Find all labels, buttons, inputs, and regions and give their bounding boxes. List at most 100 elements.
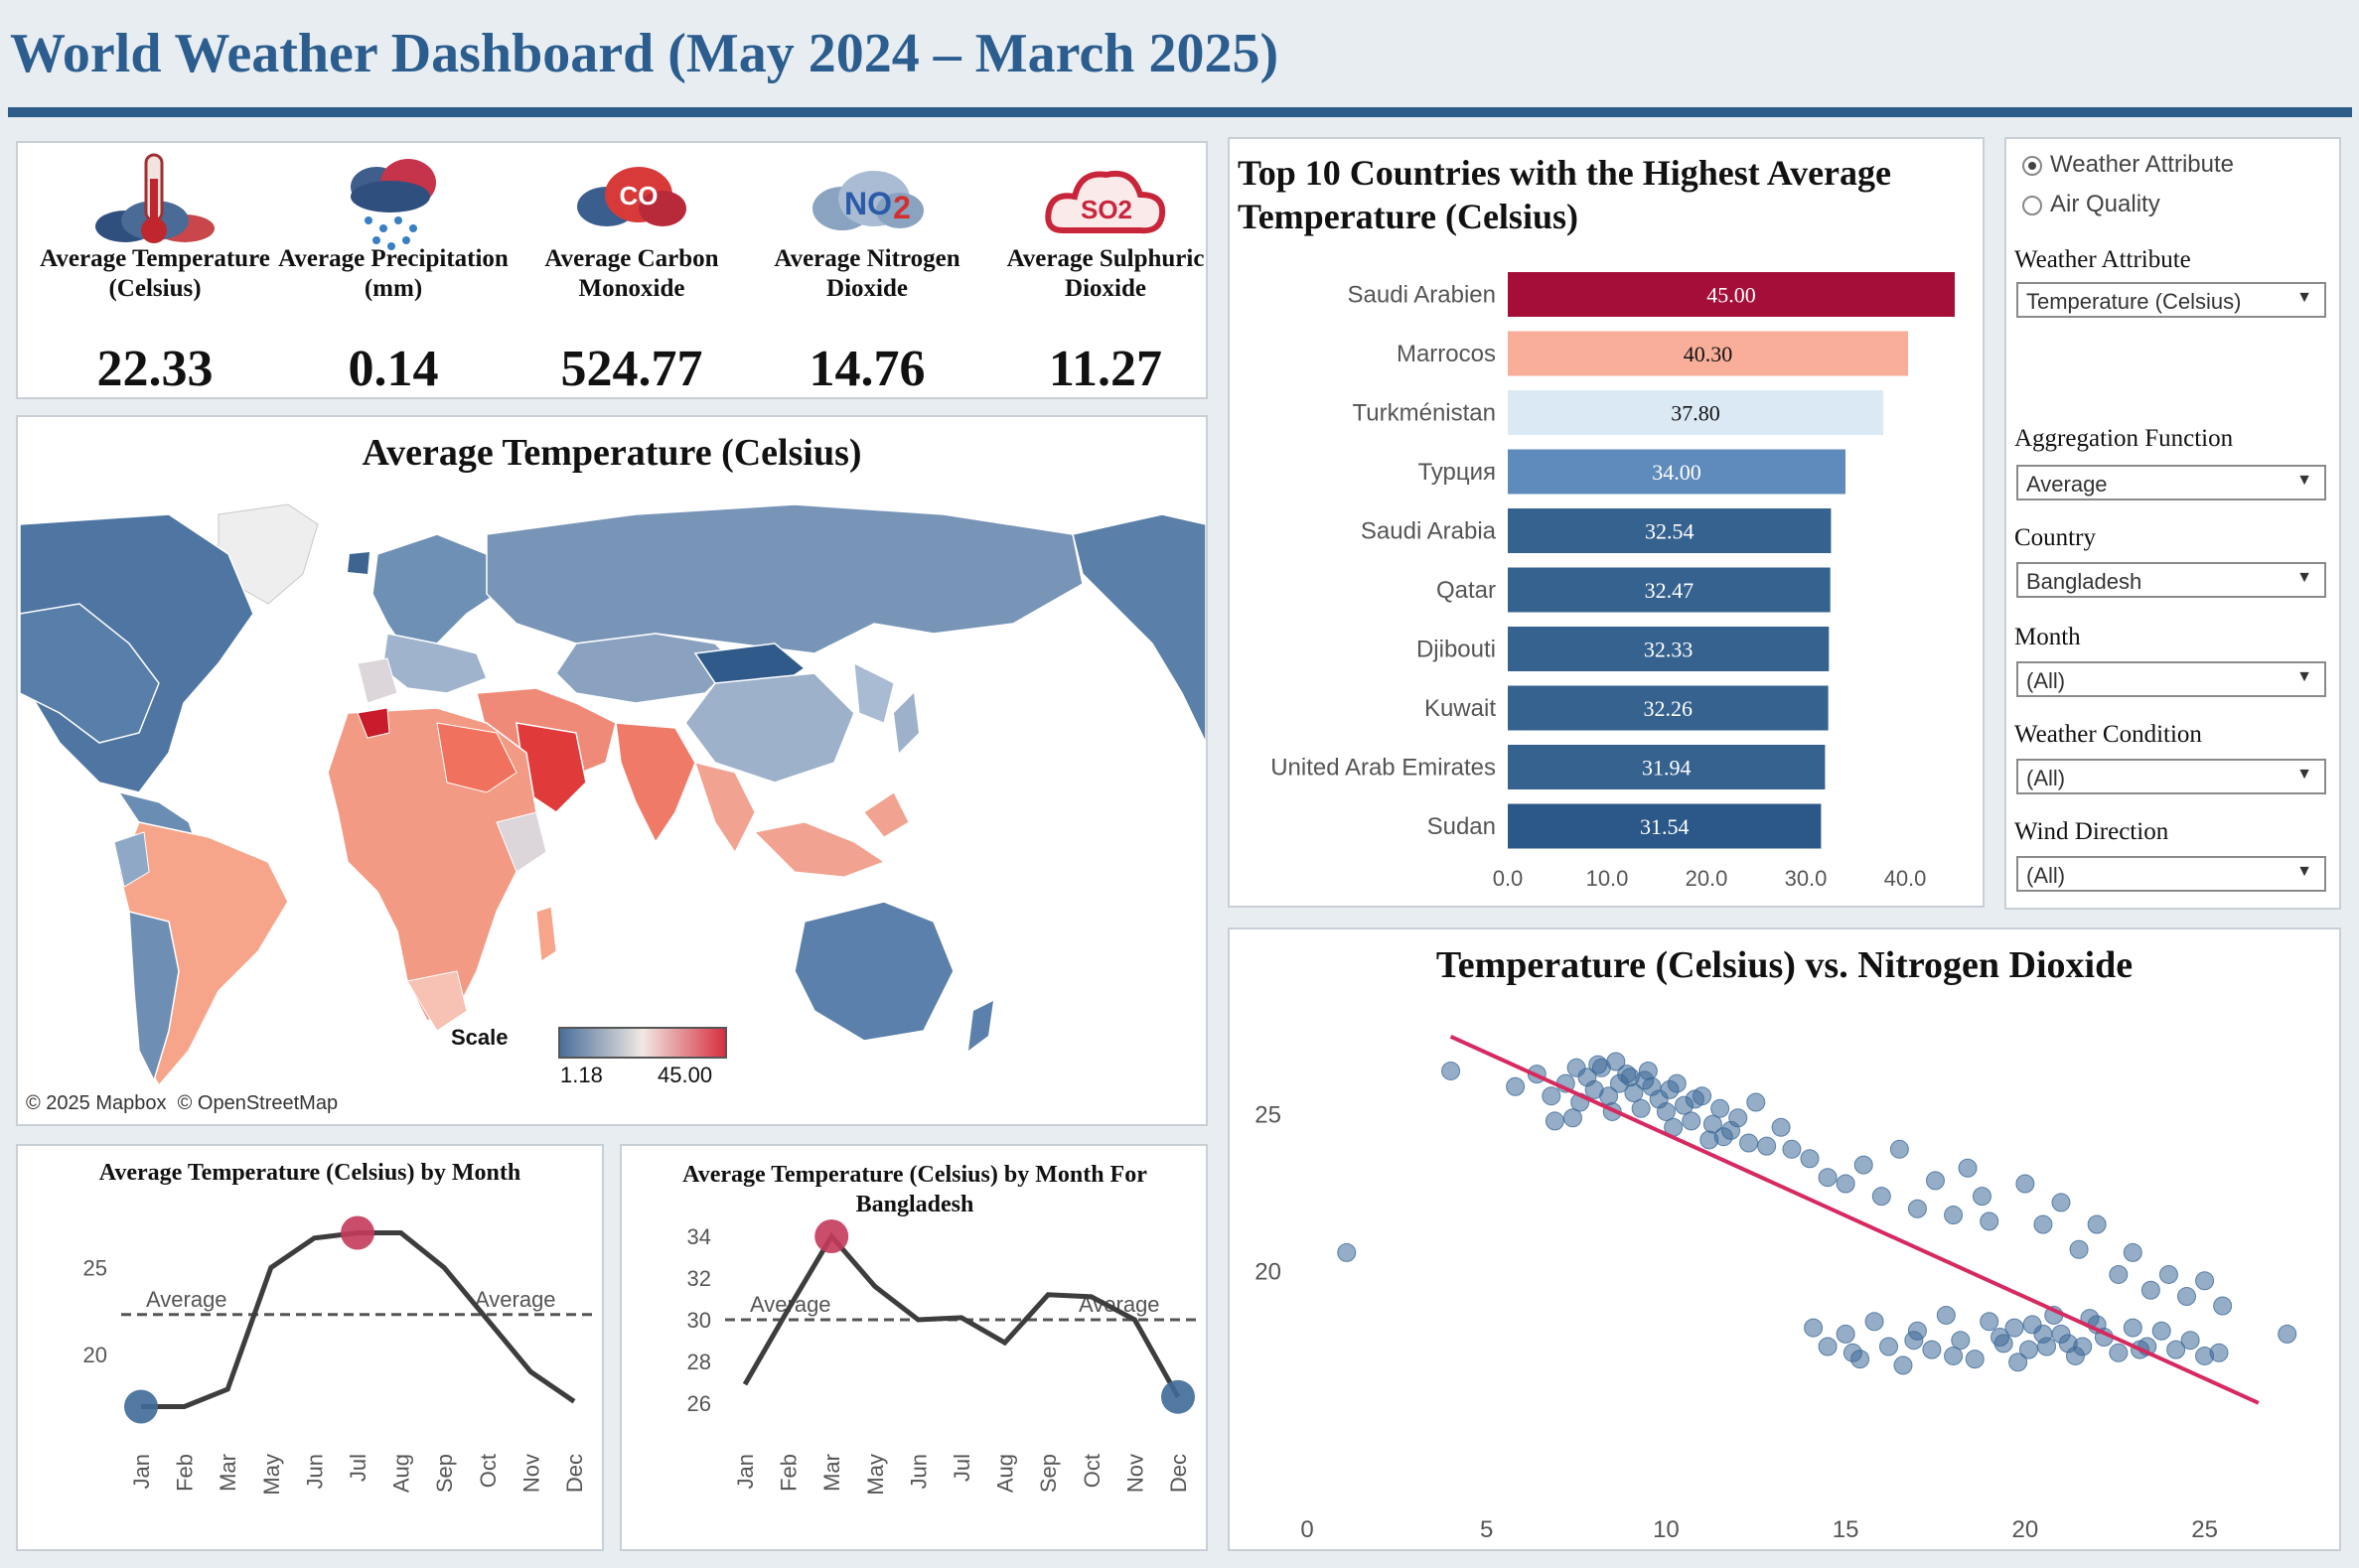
- scatter-point: [2033, 1214, 2053, 1234]
- x-tick-label: 15: [1833, 1516, 1859, 1543]
- scatter-point: [1922, 1340, 1942, 1359]
- scatter-point: [1980, 1212, 1999, 1231]
- scatter-point: [2209, 1343, 2229, 1362]
- radio-dot-air[interactable]: [2022, 195, 2042, 215]
- no2-cloud-icon: NO 2: [812, 171, 924, 230]
- scatter-point: [1710, 1098, 1730, 1118]
- scatter-point: [2195, 1271, 2215, 1291]
- y-tick-label: 25: [83, 1256, 107, 1281]
- scatter-point: [2140, 1280, 2160, 1300]
- bar-value-label: 32.47: [1645, 578, 1695, 603]
- x-tick-label: Dec: [1166, 1454, 1191, 1493]
- bar-category-label: Turkménistan: [1353, 400, 1497, 427]
- scatter-point: [1606, 1052, 1626, 1071]
- scatter-point: [1818, 1337, 1838, 1356]
- co-cloud-icon: CO: [577, 167, 686, 226]
- bar: [1508, 390, 1883, 435]
- x-tick-label: 40.0: [1884, 866, 1927, 891]
- scatter-point: [1818, 1168, 1838, 1188]
- scatter-point: [1660, 1079, 1680, 1099]
- world-map[interactable]: [20, 495, 1206, 1090]
- scatter-point: [2151, 1321, 2171, 1341]
- x-tick-label: May: [259, 1454, 284, 1496]
- scatter-point: [2051, 1193, 2071, 1212]
- chevron-down-icon: ▼: [2296, 766, 2312, 783]
- min-point-marker: [1161, 1379, 1195, 1414]
- x-tick-label: Aug: [389, 1454, 414, 1493]
- bar-chart[interactable]: Saudi Arabien 45.00 Marrocos 40.30 Turkménis…: [1230, 258, 1983, 904]
- month-value: (All): [2026, 668, 2066, 693]
- x-tick-label: Mar: [819, 1454, 844, 1492]
- scatter-point: [2158, 1264, 2178, 1284]
- scatter-point: [1936, 1305, 1956, 1325]
- map-scale-max: 45.00: [658, 1063, 713, 1087]
- scatter-point: [2073, 1337, 2093, 1356]
- scatter-chart[interactable]: 20 25 0 5 10 15 20 25: [1230, 1001, 2339, 1547]
- trend-line: [1449, 1034, 2260, 1405]
- so2-cloud-icon: SO2: [1045, 171, 1166, 234]
- weather-attribute-label: Weather Attribute: [2014, 246, 2191, 273]
- kpi-carbon-monoxide-label: Average Carbon Monoxide: [544, 245, 719, 302]
- map-title: Average Temperature (Celsius): [362, 432, 862, 474]
- svg-text:2: 2: [893, 190, 911, 225]
- series-line: [742, 1231, 1181, 1398]
- bar-value-label: 32.33: [1644, 638, 1694, 662]
- x-tick-label: Jul: [346, 1454, 370, 1482]
- scatter-point: [1944, 1206, 1964, 1225]
- radio-air-quality[interactable]: Air Quality: [2022, 191, 2160, 218]
- map-attribution: © 2025 Mapbox © OpenStreetMap: [26, 1092, 339, 1114]
- bar-category-label: Qatar: [1436, 577, 1496, 604]
- scatter-point: [1566, 1058, 1586, 1077]
- scatter-point: [1990, 1328, 2010, 1348]
- y-tick-label: 26: [687, 1391, 711, 1416]
- line-chart-bangladesh-title-text: Average Temperature (Celsius) by Month F…: [682, 1162, 1147, 1217]
- country-dropdown[interactable]: Bangladesh ▼: [2016, 562, 2326, 598]
- scatter-point: [1864, 1312, 1884, 1332]
- average-label-right: Average: [475, 1287, 556, 1312]
- radio-weather-attribute[interactable]: Weather Attribute: [2022, 151, 2234, 179]
- scatter-point: [1506, 1076, 1526, 1096]
- scatter-point: [1545, 1111, 1564, 1131]
- bar-chart-title: Top 10 Countries with the Highest Averag…: [1238, 151, 1973, 238]
- scatter-point: [1893, 1355, 1913, 1375]
- scatter-point: [1843, 1343, 1862, 1362]
- kpi-temperature: Average Temperature (Celsius) 22.33: [36, 143, 274, 397]
- map-scale-min: 1.18: [560, 1063, 603, 1087]
- scatter-point: [2166, 1340, 2186, 1359]
- wind-direction-dropdown[interactable]: (All) ▼: [2016, 856, 2326, 892]
- kpi-nitrogen-dioxide: NO 2 Average Nitrogen Dioxide 14.76: [748, 143, 986, 397]
- x-tick-label: 20: [2012, 1516, 2039, 1543]
- scatter-point: [2018, 1340, 2038, 1359]
- scatter-point: [1926, 1171, 1945, 1191]
- x-tick-label: Nov: [518, 1454, 543, 1493]
- scatter-point: [1682, 1111, 1701, 1131]
- line-chart-global[interactable]: 20 25 Average Average Jan Feb Mar May Jun Jul Aug S…: [18, 1206, 602, 1548]
- weather-attribute-value: Temperature (Celsius): [2026, 289, 2242, 314]
- scatter-point: [1853, 1155, 1873, 1175]
- bar-category-label: Saudi Arabien: [1348, 282, 1496, 309]
- scatter-point: [1746, 1092, 1766, 1112]
- x-tick-label: Aug: [993, 1454, 1018, 1493]
- x-tick-label: May: [863, 1454, 888, 1496]
- scatter-point: [1562, 1108, 1582, 1128]
- x-tick-label: 0.0: [1493, 866, 1524, 891]
- radio-dot-weather[interactable]: [2022, 155, 2042, 176]
- scatter-point: [1728, 1108, 1748, 1128]
- kpi-sulphuric-dioxide: SO2 Average Sulphuric Dioxide 11.27: [986, 143, 1225, 397]
- weather-attribute-dropdown[interactable]: Temperature (Celsius) ▼: [2016, 282, 2326, 318]
- map-scale-label: Scale: [451, 1025, 509, 1050]
- bar: [1508, 508, 1832, 553]
- aggregation-dropdown[interactable]: Average ▼: [2016, 465, 2326, 500]
- bar: [1508, 803, 1822, 849]
- bar-value-label: 32.26: [1644, 696, 1694, 721]
- weather-condition-dropdown[interactable]: (All) ▼: [2016, 759, 2326, 794]
- month-dropdown[interactable]: (All) ▼: [2016, 661, 2326, 697]
- bar-category-label: Djibouti: [1416, 637, 1496, 663]
- bar: [1508, 449, 1845, 495]
- scatter-point: [2004, 1318, 2024, 1338]
- scatter-panel: Temperature (Celsius) vs. Nitrogen Dioxi…: [1228, 927, 2341, 1551]
- scatter-point: [1638, 1061, 1658, 1080]
- x-tick-label: 25: [2191, 1516, 2218, 1543]
- bar-value-label: 40.30: [1684, 342, 1733, 366]
